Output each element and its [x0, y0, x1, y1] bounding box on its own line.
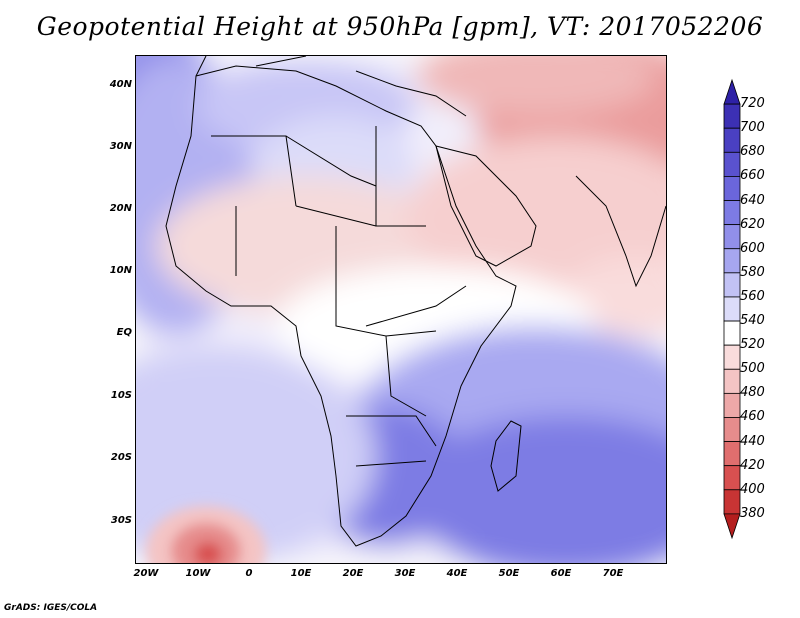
colorbar-swatch — [723, 489, 741, 515]
lat-label: 30S — [110, 515, 132, 526]
colorbar-label: 500 — [740, 361, 765, 377]
colorbar-swatch — [723, 103, 741, 129]
lon-label: 10W — [185, 568, 211, 579]
lon-label: 40E — [446, 568, 468, 579]
lat-label: EQ — [116, 327, 132, 338]
colorbar-label: 660 — [740, 168, 765, 184]
colorbar-label: 440 — [740, 433, 765, 449]
colorbar-label: 520 — [740, 337, 765, 353]
colorbar-label: 540 — [740, 313, 765, 329]
lat-label: 20N — [109, 203, 132, 214]
colorbar-swatch — [723, 368, 741, 394]
low-center — [146, 506, 266, 563]
colorbar-label: 580 — [740, 264, 765, 280]
colorbar-label: 400 — [740, 481, 765, 497]
colorbar-swatch — [723, 151, 741, 177]
lon-label: 20W — [133, 568, 159, 579]
colorbar-swatch — [723, 392, 741, 418]
colorbar-label: 720 — [740, 96, 765, 112]
chart-title: Geopotential Height at 950hPa [gpm], VT:… — [36, 12, 764, 41]
footer-credit: GrADS: IGES/COLA — [4, 603, 98, 613]
lon-label: 10E — [290, 568, 312, 579]
lat-label: 20S — [110, 452, 132, 463]
colorbar-label: 680 — [740, 144, 765, 160]
colorbar-swatch — [723, 248, 741, 274]
colorbar-swatch — [723, 344, 741, 370]
colorbar-swatch — [723, 272, 741, 298]
height-field — [136, 56, 666, 563]
colorbar-swatch — [723, 176, 741, 201]
lon-label: 30E — [394, 568, 416, 579]
lat-label: 30N — [109, 141, 132, 152]
colorbar-label: 420 — [740, 457, 765, 473]
colorbar-label: 700 — [740, 120, 765, 136]
colorbar-label: 640 — [740, 192, 765, 208]
colorbar-swatch — [723, 296, 741, 322]
colorbar-swatch — [723, 200, 741, 226]
map-panel[interactable] — [135, 55, 667, 564]
lon-label: 20E — [342, 568, 364, 579]
colorbar-swatch — [723, 465, 741, 491]
map-canvas[interactable] — [136, 56, 666, 563]
colorbar-swatch — [723, 320, 741, 346]
colorbar-label: 620 — [740, 216, 765, 232]
lon-label: 0 — [245, 568, 253, 579]
colorbar-swatch — [723, 127, 741, 153]
lon-label: 50E — [498, 568, 520, 579]
colorbar-swatch — [723, 513, 741, 540]
lon-label: 60E — [550, 568, 572, 579]
colorbar-label: 560 — [740, 288, 765, 304]
lat-label: 10S — [110, 390, 132, 401]
colorbar-label: 380 — [740, 505, 765, 521]
colorbar-swatch — [723, 78, 741, 105]
colorbar-label: 600 — [740, 240, 765, 256]
coastlines — [165, 56, 666, 547]
colorbar-label: 480 — [740, 385, 765, 401]
lat-label: 10N — [109, 265, 132, 276]
colorbar — [723, 78, 741, 540]
lat-label: 40N — [109, 79, 132, 90]
colorbar-swatch — [723, 417, 741, 442]
lon-label: 70E — [602, 568, 624, 579]
colorbar-label: 460 — [740, 409, 765, 425]
colorbar-swatch — [723, 441, 741, 467]
colorbar-swatch — [723, 224, 741, 250]
